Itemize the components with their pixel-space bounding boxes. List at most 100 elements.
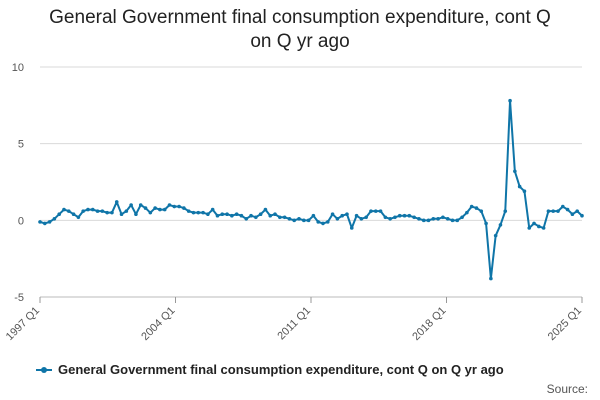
x-tick-label: 2018 Q1 [410, 305, 448, 343]
data-point [450, 218, 455, 223]
data-point [81, 209, 85, 213]
data-point [258, 212, 263, 216]
data-point [76, 215, 81, 220]
data-point [522, 189, 527, 193]
data-point [513, 169, 517, 174]
data-point [225, 212, 229, 216]
data-point [316, 220, 320, 224]
data-point [148, 210, 153, 215]
chart-title: General Government final consumption exp… [0, 6, 600, 54]
data-point [201, 210, 205, 215]
chart-title-line-1: General Government final consumption exp… [49, 7, 551, 28]
data-point [210, 207, 215, 212]
data-point [460, 215, 464, 220]
data-point [388, 217, 392, 221]
data-point [431, 217, 436, 221]
data-point [484, 221, 488, 226]
data-point [402, 213, 407, 218]
data-point [297, 217, 301, 221]
data-point [321, 221, 325, 226]
data-point [354, 213, 359, 218]
data-point [263, 207, 268, 212]
data-point [143, 206, 148, 210]
data-point [517, 184, 522, 189]
data-point [95, 209, 100, 213]
data-point [369, 209, 373, 213]
data-point [345, 212, 349, 216]
data-point [287, 217, 292, 221]
data-point [230, 213, 234, 218]
data-point [556, 209, 560, 213]
data-point [575, 209, 579, 213]
data-point [570, 212, 575, 216]
data-point [383, 215, 388, 220]
data-point [565, 207, 570, 212]
chart-title-line-2: on Q yr ago [250, 31, 350, 52]
data-point [465, 210, 469, 215]
data-point [278, 215, 282, 220]
data-point [129, 203, 133, 207]
data-point [100, 209, 105, 213]
data-point [62, 207, 66, 212]
y-tick-label: 10 [12, 62, 24, 74]
data-point [162, 207, 167, 212]
x-tick-label: 1997 Q1 [4, 305, 42, 343]
data-point [373, 209, 378, 213]
legend: General Government final consumption exp… [36, 362, 504, 377]
data-point [110, 210, 114, 215]
data-point [561, 204, 565, 209]
data-point [191, 210, 196, 215]
x-tick-label: 2004 Q1 [139, 305, 177, 343]
data-point [359, 217, 364, 221]
data-point [537, 224, 541, 229]
y-tick-label: 0 [18, 215, 24, 227]
data-point [407, 213, 412, 218]
data-point [292, 218, 297, 223]
data-point [153, 206, 157, 210]
data-point [311, 213, 316, 218]
data-point [138, 203, 143, 207]
data-point [508, 98, 512, 103]
data-point [469, 204, 474, 209]
data-point [172, 204, 177, 209]
data-point [38, 220, 42, 224]
data-point [177, 204, 181, 209]
data-point [532, 221, 536, 226]
data-point [249, 213, 253, 218]
data-point [551, 209, 556, 213]
data-point [206, 212, 210, 216]
data-point [90, 207, 95, 212]
gridlines [40, 66, 582, 298]
data-point [244, 217, 249, 221]
legend-label: General Government final consumption exp… [58, 362, 504, 377]
series [38, 98, 584, 281]
data-point [306, 218, 311, 223]
series-line [39, 99, 583, 280]
data-point [474, 206, 479, 210]
data-point [186, 209, 191, 213]
data-point [580, 213, 584, 218]
data-point [254, 215, 258, 220]
legend-swatch-icon [36, 364, 52, 376]
data-point [182, 206, 186, 210]
data-point [412, 215, 416, 220]
data-point [441, 215, 445, 220]
data-point [196, 210, 201, 215]
data-point [340, 213, 344, 218]
data-point [426, 218, 431, 223]
data-point [349, 226, 354, 230]
data-point [417, 217, 421, 221]
data-point [489, 276, 493, 281]
data-point [167, 203, 172, 207]
data-point [421, 218, 426, 223]
data-point [498, 223, 503, 227]
data-point [273, 212, 277, 216]
data-point [330, 212, 335, 216]
data-point [71, 212, 76, 216]
data-point [66, 209, 71, 213]
data-point [455, 218, 460, 223]
data-point [158, 207, 162, 212]
data-point [215, 213, 220, 218]
